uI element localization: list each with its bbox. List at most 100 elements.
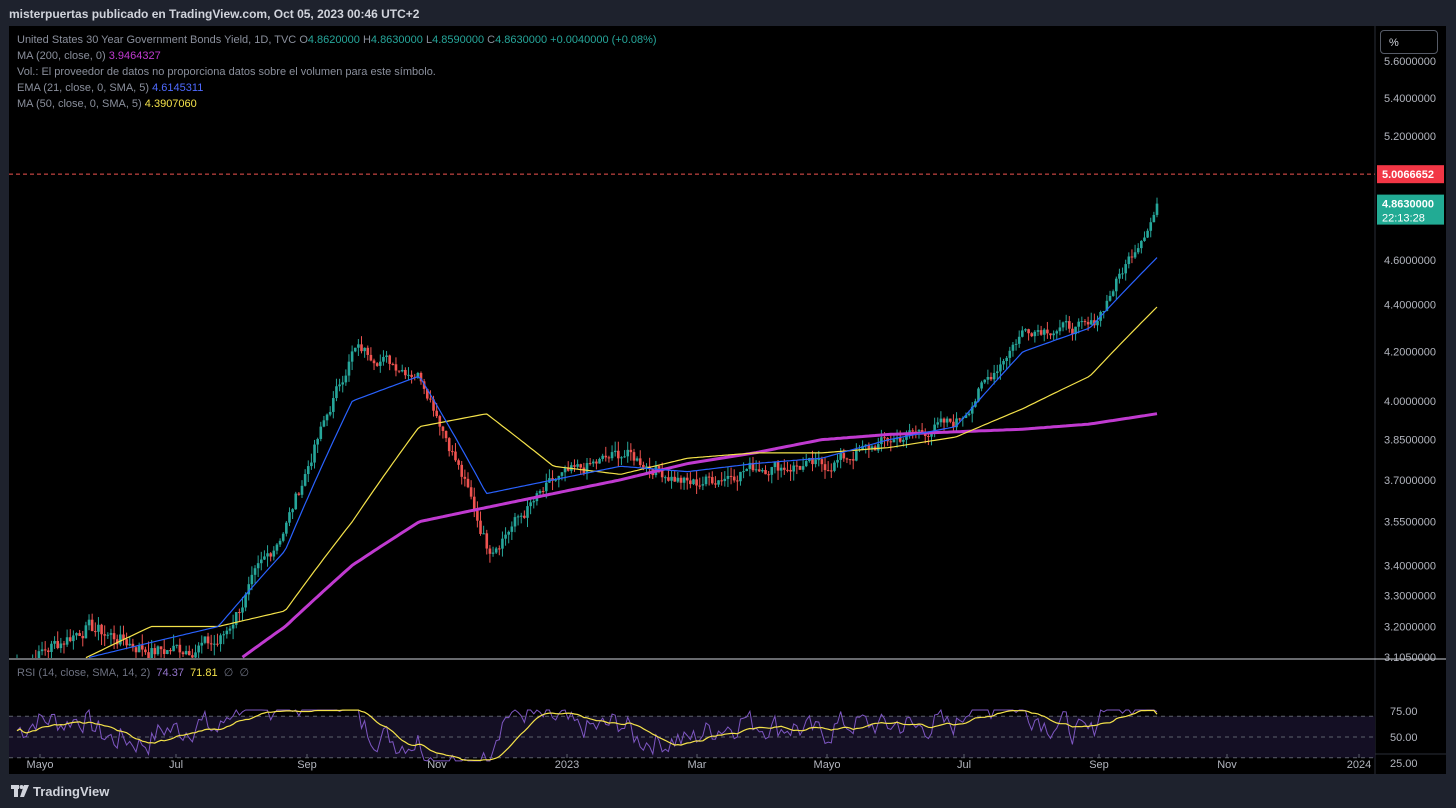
candle-body (917, 430, 921, 432)
candle (303, 469, 307, 487)
candle (576, 459, 579, 470)
legend-ma50-label: MA (50, close, 0, SMA, 5) (17, 98, 142, 110)
candle (447, 437, 451, 457)
candle-body (826, 470, 830, 472)
candle-body (131, 643, 135, 648)
chart-area[interactable]: 5.6000000 5.4000000 5.2000000 4.6000000 4.40… (9, 26, 1446, 774)
candle (1049, 333, 1052, 340)
legend-volume-note: Vol.: El proveedor de datos no proporcio… (17, 64, 657, 80)
candle (472, 487, 476, 518)
price-pane (9, 173, 1375, 659)
candle-body (579, 464, 583, 468)
candle (698, 477, 702, 490)
candle (429, 390, 432, 403)
time-tick: 2023 (555, 759, 579, 771)
candle-body (710, 477, 714, 484)
candle-body (529, 502, 532, 507)
candle (1058, 319, 1062, 336)
candle (779, 464, 783, 478)
candle (845, 457, 849, 464)
time-tick: Jul (957, 759, 971, 771)
candle-body (322, 420, 326, 427)
candle (469, 480, 473, 500)
candle (150, 639, 153, 658)
candle-body (87, 619, 91, 626)
legend-ma50-value: 4.3907060 (144, 98, 197, 110)
candle (485, 529, 489, 555)
candle-body (585, 463, 589, 474)
candle (776, 459, 780, 480)
candle-body (1024, 329, 1027, 331)
candle (297, 491, 301, 496)
candle (335, 378, 338, 402)
candle (1105, 294, 1109, 312)
candle-body (995, 371, 999, 373)
rsi-ma-line (16, 709, 1158, 761)
candle-body (59, 643, 63, 649)
candle (1083, 319, 1087, 326)
candle (660, 462, 664, 483)
candle-body (472, 496, 476, 511)
candle (886, 437, 889, 446)
candle-body (488, 548, 492, 554)
candle-body (563, 468, 567, 473)
candle-body (75, 633, 78, 636)
price-tick: 5.6000000 (1384, 56, 1436, 68)
candle-body (256, 563, 260, 569)
candle-body (610, 452, 614, 459)
candle (125, 632, 128, 650)
candle-body (695, 479, 698, 486)
candle (673, 471, 676, 482)
candle-body (1058, 327, 1062, 332)
candle (588, 457, 592, 466)
candle-body (1064, 321, 1068, 323)
candle (169, 647, 172, 655)
candle (56, 631, 60, 650)
candle-body (983, 379, 987, 383)
candle (263, 550, 266, 560)
candle-body (557, 475, 561, 480)
legend-ema21-row: EMA (21, close, 0, SMA, 5) 4.6145311 (17, 80, 657, 96)
candle (353, 347, 357, 353)
candle (908, 423, 911, 439)
candle-body (319, 426, 323, 439)
candle (134, 646, 138, 658)
candle-body (197, 645, 200, 653)
candle-body (238, 612, 241, 614)
candle (829, 463, 833, 478)
candle (266, 545, 269, 567)
legend-low-label: L (425, 34, 433, 46)
candle-body (523, 515, 526, 518)
candle-body (823, 464, 827, 471)
candle-body (225, 630, 229, 635)
candle-body (883, 437, 886, 439)
ma200-line (241, 412, 1158, 659)
tradingview-logo[interactable]: TradingView (11, 783, 109, 799)
legend-open: 4.8620000 (307, 34, 360, 46)
candle-body (128, 643, 132, 646)
candle (685, 473, 689, 490)
chart-header: misterpuertas publicado en TradingView.c… (0, 0, 1456, 26)
candle-body (638, 458, 642, 465)
candle (623, 450, 626, 458)
percent-scale-button[interactable]: % (1380, 30, 1438, 54)
candle-body (748, 462, 752, 469)
candle (948, 418, 952, 424)
candle-body (773, 461, 777, 468)
candle-body (313, 444, 316, 463)
candle (175, 644, 179, 649)
high-price-label-text: 5.0066652 (1382, 169, 1434, 181)
candle (194, 644, 197, 658)
rsi-ma-value: 71.81 (190, 667, 218, 679)
candle (510, 521, 514, 540)
candle-body (494, 548, 498, 553)
candle-body (939, 418, 943, 423)
candle (1133, 244, 1137, 259)
time-tick: 2024 (1347, 759, 1371, 771)
candle-body (820, 459, 824, 465)
candle (231, 614, 235, 640)
candle (1055, 329, 1059, 340)
candle-body (967, 413, 971, 416)
chart-svg[interactable]: 5.6000000 5.4000000 5.2000000 4.6000000 4.40… (9, 26, 1446, 774)
candle (344, 369, 348, 386)
